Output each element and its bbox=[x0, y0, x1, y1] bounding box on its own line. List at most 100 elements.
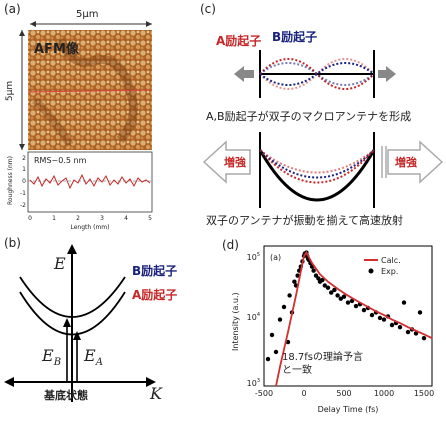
exp-data-point bbox=[397, 324, 403, 330]
e-axis-label: E bbox=[54, 254, 66, 273]
left-arrow-big bbox=[202, 140, 251, 184]
x-ticks: -500 0 500 1000 1500 bbox=[255, 389, 434, 398]
scale-left-label: 5μm bbox=[5, 80, 16, 102]
panel-a-label: (a) bbox=[4, 2, 21, 16]
exp-data-point bbox=[316, 276, 321, 281]
svg-text:-500: -500 bbox=[255, 389, 273, 398]
c-b-exciton-label: B励起子 bbox=[272, 30, 318, 44]
a-exciton-label: A励起子 bbox=[132, 288, 178, 302]
afm-line-profile bbox=[27, 89, 153, 93]
exp-data-point bbox=[369, 312, 375, 318]
panel-b-label: (b) bbox=[4, 236, 21, 250]
ea-label: EA bbox=[84, 346, 103, 369]
legend-calc: Calc. bbox=[381, 256, 401, 265]
amplify-right-label: 増強 bbox=[395, 156, 417, 169]
svg-text:104: 104 bbox=[247, 312, 260, 322]
svg-text:2: 2 bbox=[22, 155, 26, 162]
exp-data-point bbox=[421, 336, 427, 341]
exp-data-point bbox=[285, 339, 291, 345]
roughness-trace bbox=[29, 173, 151, 190]
exp-data-point bbox=[269, 332, 275, 338]
panel-b: (b) E K B励起子 A励起子 EB EA 基底状態 bbox=[0, 232, 200, 422]
exp-data-point bbox=[338, 296, 343, 301]
scale-top-label: 5μm bbox=[76, 9, 99, 20]
panel-c-label: (c) bbox=[200, 2, 216, 16]
exp-data-point bbox=[335, 293, 340, 298]
exp-data-point bbox=[389, 322, 395, 328]
y-ticks: 105 104 103 bbox=[247, 252, 260, 388]
roughness-xlabel: Length (mm) bbox=[71, 224, 110, 231]
svg-text:0: 0 bbox=[301, 389, 306, 398]
exp-data-point bbox=[287, 293, 292, 298]
y-axis-label: Intensity (a.u.) bbox=[231, 292, 240, 351]
svg-text:500: 500 bbox=[336, 389, 351, 398]
exp-data-point bbox=[401, 300, 407, 305]
svg-text:105: 105 bbox=[247, 252, 260, 262]
exp-data-point bbox=[311, 268, 316, 273]
antenna-diagram bbox=[202, 50, 444, 208]
b-exciton-label: B励起子 bbox=[132, 264, 178, 278]
exp-data-point bbox=[322, 283, 327, 288]
afm-figure: RMS~0.5 nm Roughness (nm) 2 1 0 -1 -2 0 … bbox=[7, 21, 153, 231]
amplify-left-label: 増強 bbox=[224, 156, 246, 169]
eb-label: EB bbox=[42, 346, 62, 369]
x-axis-label: Delay Time (fs) bbox=[318, 405, 379, 414]
exp-data-point bbox=[265, 356, 271, 362]
svg-text:103: 103 bbox=[247, 378, 260, 388]
right-arrow-small bbox=[378, 66, 396, 82]
exp-data-point bbox=[341, 294, 347, 299]
roughness-ylabel: Roughness (nm) bbox=[7, 156, 14, 205]
band-diagram bbox=[4, 244, 156, 402]
exp-data-point bbox=[353, 303, 359, 309]
exp-data-point bbox=[281, 304, 287, 310]
svg-text:-2: -2 bbox=[20, 202, 26, 209]
exp-data-point bbox=[292, 279, 297, 284]
b-band-curve bbox=[19, 276, 126, 318]
exp-data-point bbox=[381, 317, 387, 322]
exp-data-point bbox=[349, 298, 355, 304]
caption-2: 双子のアンテナが振動を揃えて高速放射 bbox=[206, 214, 404, 227]
left-arrow-small bbox=[234, 66, 254, 82]
svg-text:1: 1 bbox=[22, 166, 26, 173]
svg-text:1000: 1000 bbox=[374, 389, 394, 398]
svg-text:5: 5 bbox=[148, 215, 152, 222]
a-band-curve bbox=[19, 291, 126, 336]
ground-state-label: 基底状態 bbox=[44, 389, 88, 402]
afm-label: AFM像 bbox=[34, 42, 79, 57]
panel-c: (c) A励起子 B励起子 A,B励起子が双子のマクロアンテナを形成 増強 増強… bbox=[200, 0, 446, 232]
b-wave bbox=[259, 62, 375, 86]
exp-data-point bbox=[405, 329, 411, 335]
svg-text:4: 4 bbox=[124, 215, 128, 222]
exp-data-point bbox=[295, 273, 300, 278]
exp-data-point bbox=[320, 277, 325, 283]
exp-data-point bbox=[417, 310, 423, 315]
svg-text:0: 0 bbox=[28, 215, 32, 222]
combined-wave bbox=[258, 149, 376, 202]
roughness-xticks: 0 1 2 3 4 5 bbox=[28, 215, 152, 222]
svg-text:3: 3 bbox=[100, 215, 104, 222]
svg-text:1500: 1500 bbox=[414, 389, 434, 398]
panel-d: (d) (a) Calc. Exp. 105 104 103 Intensity… bbox=[222, 236, 446, 423]
panel-a: (a) RMS~0.5 nm Roughness (nm) bbox=[0, 0, 180, 250]
a-wave bbox=[259, 58, 375, 90]
exp-data-point bbox=[332, 287, 337, 293]
exp-data-point bbox=[413, 331, 419, 336]
legend-exp: Exp. bbox=[381, 267, 398, 276]
svg-text:0: 0 bbox=[22, 178, 26, 185]
inner-label: (a) bbox=[270, 253, 281, 262]
annotation-line-1: 18.7fsの理論予言 bbox=[282, 352, 363, 363]
decay-chart: (a) Calc. Exp. 105 104 103 Intensity (a.… bbox=[231, 245, 434, 414]
exp-data-point bbox=[329, 290, 334, 295]
exp-data-point bbox=[325, 285, 331, 290]
exp-data-point bbox=[361, 307, 367, 313]
k-axis-label: K bbox=[150, 384, 162, 403]
right-arrow-big bbox=[387, 140, 444, 184]
exp-data-point bbox=[377, 315, 383, 321]
exp-data-point bbox=[345, 300, 351, 305]
rms-text: RMS~0.5 nm bbox=[34, 156, 87, 165]
calc-fit-line bbox=[275, 250, 433, 387]
exp-data-point bbox=[313, 273, 319, 278]
svg-text:-1: -1 bbox=[20, 190, 26, 197]
c-a-exciton-label: A励起子 bbox=[216, 34, 262, 48]
svg-text:2: 2 bbox=[76, 215, 80, 222]
